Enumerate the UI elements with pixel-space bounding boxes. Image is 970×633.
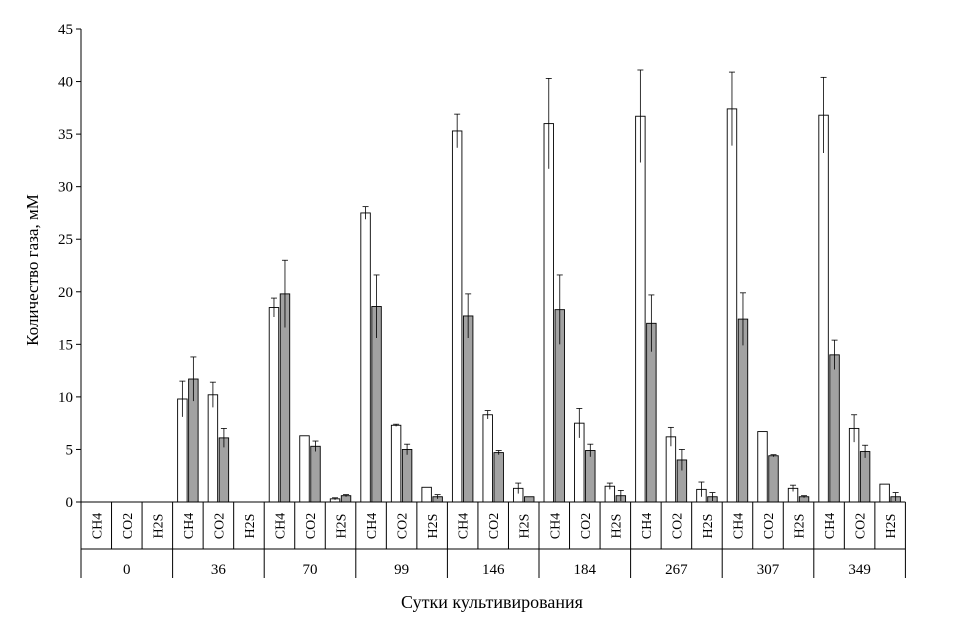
bar xyxy=(482,414,493,503)
x-axis-label: Сутки культивирования xyxy=(401,592,583,612)
x-gas-label: CH4 xyxy=(640,513,655,539)
bar xyxy=(524,496,535,503)
x-day-label: 349 xyxy=(848,562,871,578)
bar xyxy=(665,436,677,503)
y-tick-label: 0 xyxy=(66,495,74,511)
bar xyxy=(218,437,230,503)
x-gas-label: CH4 xyxy=(365,513,380,539)
x-gas-label: CO2 xyxy=(212,513,227,539)
bar xyxy=(829,354,840,503)
bar xyxy=(462,315,474,503)
bar xyxy=(818,114,829,503)
x-gas-label: H2S xyxy=(518,514,533,539)
x-gas-label: H2S xyxy=(884,514,899,539)
y-tick-label: 40 xyxy=(58,75,73,91)
y-tick-label: 5 xyxy=(66,442,74,458)
x-day-label: 99 xyxy=(394,562,409,578)
x-gas-label: CH4 xyxy=(273,513,288,539)
x-day-label: 184 xyxy=(574,562,597,578)
x-day-label: 36 xyxy=(211,562,227,578)
bar xyxy=(401,448,413,503)
bars xyxy=(177,69,901,503)
y-tick-label: 20 xyxy=(58,285,73,301)
x-gas-label: CO2 xyxy=(670,513,685,539)
x-gas-label: H2S xyxy=(151,514,166,539)
y-tick-label: 45 xyxy=(58,22,73,38)
bar xyxy=(451,130,463,503)
x-gas-label: CO2 xyxy=(854,513,869,539)
y-tick-label: 30 xyxy=(58,180,73,196)
bar xyxy=(737,318,749,503)
x-gas-label: CO2 xyxy=(396,513,411,539)
bar xyxy=(543,123,554,503)
x-gas-label: H2S xyxy=(701,514,716,539)
y-tick-label: 15 xyxy=(58,337,73,353)
bar xyxy=(635,115,646,503)
y-tick-label: 35 xyxy=(58,127,73,143)
x-gas-label: CO2 xyxy=(304,513,319,539)
x-gas-label: CH4 xyxy=(823,513,838,539)
x-gas-label: CH4 xyxy=(182,513,197,539)
x-axis: CH4 CO2 H2S 0 CH4 CO2 H2S 36 CH4 CO2 H2S 70 CH4 CO2 H2… xyxy=(80,501,906,578)
bar xyxy=(757,431,768,503)
x-gas-label: CO2 xyxy=(487,513,502,539)
x-day-label: 146 xyxy=(482,562,505,578)
y-tick-label: 25 xyxy=(58,232,73,248)
x-gas-label: H2S xyxy=(243,514,258,539)
x-day-label: 307 xyxy=(757,562,780,578)
bar xyxy=(726,108,738,503)
bar xyxy=(859,451,871,503)
x-gas-label: H2S xyxy=(609,514,624,539)
bar xyxy=(493,452,504,503)
bar xyxy=(390,424,402,503)
bar xyxy=(268,307,280,503)
x-day-label: 0 xyxy=(123,562,131,578)
bar xyxy=(207,394,219,503)
x-gas-label: CO2 xyxy=(121,513,136,539)
x-gas-label: H2S xyxy=(335,514,350,539)
x-gas-label: CH4 xyxy=(457,513,472,539)
bar xyxy=(421,486,432,503)
y-tick-label: 10 xyxy=(58,390,73,406)
x-gas-label: CH4 xyxy=(731,513,746,539)
bar xyxy=(768,455,779,503)
bar xyxy=(585,450,596,503)
bar xyxy=(310,445,321,503)
x-gas-label: CH4 xyxy=(90,513,105,539)
x-gas-label: CH4 xyxy=(548,513,563,539)
x-gas-label: CO2 xyxy=(762,513,777,539)
x-day-label: 70 xyxy=(303,562,318,578)
x-gas-label: H2S xyxy=(426,514,441,539)
bar xyxy=(360,212,371,503)
x-gas-label: H2S xyxy=(793,514,808,539)
y-axis: 0 5 10 15 20 25 30 35 40 45 xyxy=(58,22,82,511)
bar xyxy=(299,435,310,503)
y-axis-label: Количество газа, мМ xyxy=(23,194,42,346)
bar xyxy=(879,483,890,503)
x-day-label: 267 xyxy=(665,562,688,578)
x-gas-label: CO2 xyxy=(579,513,594,539)
